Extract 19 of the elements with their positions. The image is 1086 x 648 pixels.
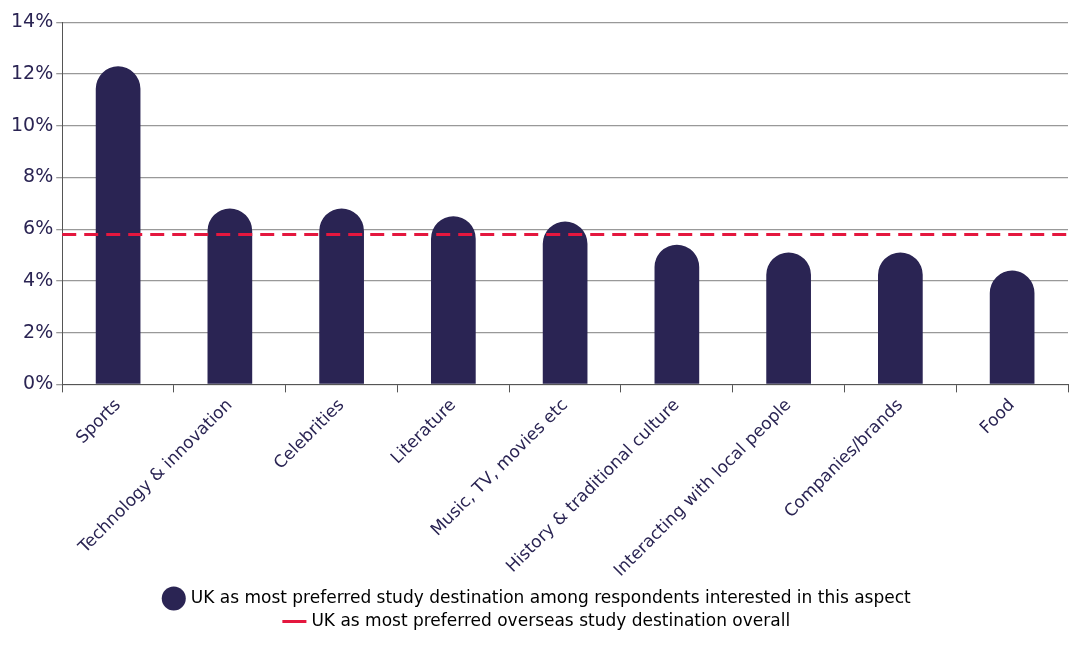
bar (878, 252, 923, 384)
bar (431, 216, 476, 384)
bar (95, 66, 141, 384)
y-tick-label: 0% (23, 371, 54, 394)
bar (766, 252, 811, 384)
y-tick-label: 4% (23, 267, 54, 290)
bar (542, 221, 588, 384)
bar (207, 208, 253, 384)
legend-label: UK as most preferred overseas study destination overall (311, 609, 791, 630)
bar (989, 270, 1035, 384)
legend-label: UK as most preferred study destination among respondents interested in this aspect (190, 586, 912, 607)
y-tick-label: 2% (23, 319, 54, 342)
y-tick-label: 10% (11, 112, 54, 135)
y-tick-label: 6% (23, 216, 54, 239)
y-tick-label: 8% (23, 164, 54, 187)
bar (654, 244, 700, 384)
y-tick-label: 14% (11, 9, 54, 32)
y-tick-label: 12% (11, 61, 54, 84)
bar (319, 208, 364, 384)
